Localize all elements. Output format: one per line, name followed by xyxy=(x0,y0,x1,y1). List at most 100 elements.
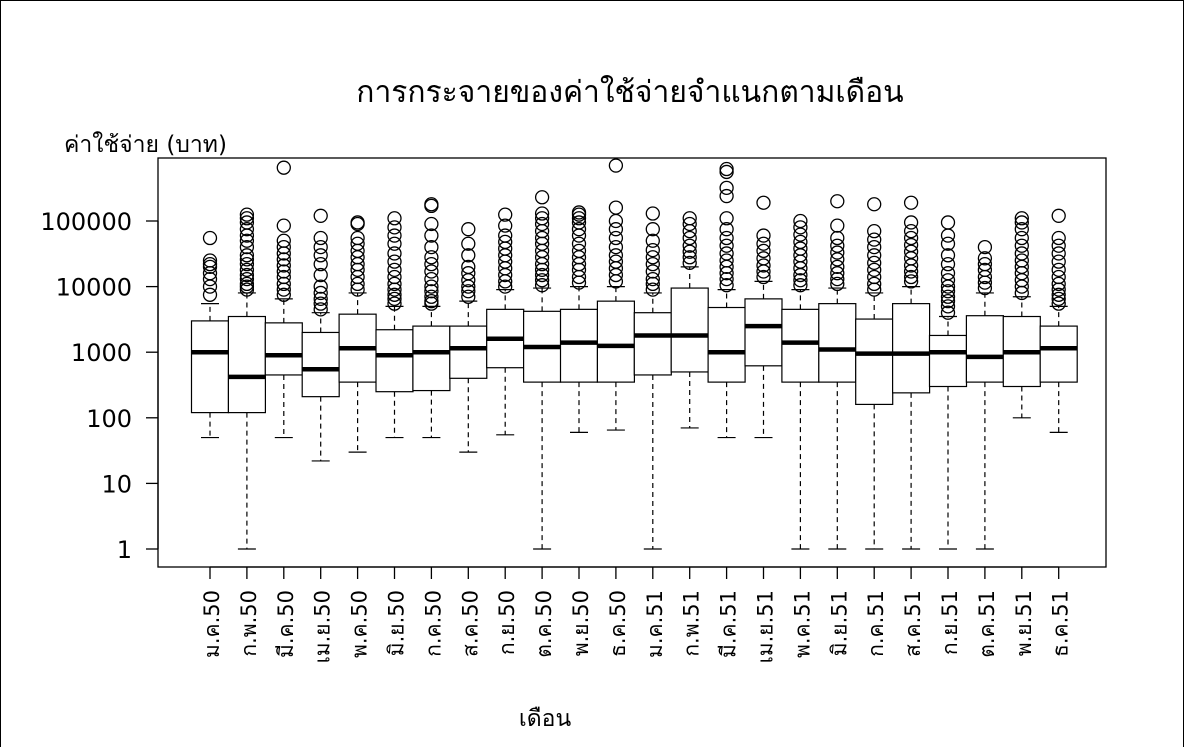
box-iqr xyxy=(190,320,230,414)
outlier-point xyxy=(793,213,808,229)
outlier-point xyxy=(830,271,845,287)
outlier-point xyxy=(571,215,587,230)
outlier-point xyxy=(682,230,697,246)
outlier-point xyxy=(571,243,587,259)
y-axis-label: ค่าใช้จ่าย (บาท) xyxy=(64,131,227,158)
x-tick-label: ก.พ.50 xyxy=(237,590,261,657)
box-พ.ค.51 xyxy=(781,213,820,550)
outlier-point xyxy=(387,296,402,311)
outlier-point xyxy=(719,164,734,180)
outlier-point xyxy=(719,278,734,293)
box-ก.ค.50 xyxy=(412,197,451,439)
x-tick-label: มิ.ย.51 xyxy=(827,590,851,656)
outlier-point xyxy=(608,158,624,173)
outlier-point xyxy=(571,269,587,285)
outlier-point xyxy=(645,250,660,265)
outlier-point xyxy=(424,289,439,304)
outlier-point xyxy=(424,279,439,294)
box-iqr xyxy=(301,331,340,398)
outlier-point xyxy=(387,287,402,302)
outlier-point xyxy=(350,236,365,251)
outlier-point xyxy=(313,208,328,223)
outlier-point xyxy=(756,228,771,243)
outlier-point xyxy=(424,228,439,243)
outlier-point xyxy=(830,259,845,275)
y-axis: 1 10 100 1000 10000 100000 xyxy=(40,208,159,564)
outlier-point xyxy=(202,271,218,287)
outlier-point xyxy=(756,243,771,259)
x-tick-label: เม.ย.50 xyxy=(311,590,335,663)
outlier-point xyxy=(239,282,255,297)
outlier-point xyxy=(608,254,624,269)
outlier-point xyxy=(461,289,476,304)
outlier-point xyxy=(239,262,255,278)
box-iqr xyxy=(707,306,746,383)
outlier-point xyxy=(608,213,624,229)
outlier-point xyxy=(1051,276,1066,292)
outlier-point xyxy=(903,237,919,253)
box-iqr xyxy=(781,308,820,383)
outlier-point xyxy=(1014,246,1029,261)
outlier-point xyxy=(1051,246,1066,261)
outlier-point xyxy=(793,241,808,256)
outlier-point xyxy=(830,245,845,260)
outlier-point xyxy=(534,190,550,205)
box-iqr xyxy=(965,315,1005,383)
x-tick-label: ก.ย.51 xyxy=(938,590,962,655)
outlier-point xyxy=(682,211,697,226)
outlier-point xyxy=(867,276,882,292)
outlier-point xyxy=(350,230,365,246)
outlier-point xyxy=(719,238,734,253)
outlier-point xyxy=(719,161,734,177)
box-iqr xyxy=(375,329,414,393)
y-tick-label: 100 xyxy=(86,405,132,433)
outlier-point xyxy=(461,284,476,299)
outlier-point xyxy=(387,262,402,278)
box-iqr xyxy=(412,325,451,392)
outlier-point xyxy=(645,222,660,237)
box-พ.ย.51 xyxy=(1002,211,1041,419)
outlier-point xyxy=(239,233,255,248)
outlier-point xyxy=(867,269,882,285)
outlier-point xyxy=(867,282,882,297)
outlier-point xyxy=(793,278,808,293)
x-tick-label: พ.ย.51 xyxy=(1012,590,1036,656)
outlier-point xyxy=(239,215,255,230)
outlier-point xyxy=(1051,287,1066,302)
outlier-point xyxy=(830,252,845,267)
x-tick-label: มิ.ย.50 xyxy=(385,590,409,656)
outlier-point xyxy=(1014,230,1029,246)
outlier-point xyxy=(793,220,808,235)
outlier-point xyxy=(498,279,513,294)
outlier-point xyxy=(719,188,734,204)
outlier-point xyxy=(534,236,550,251)
outlier-point xyxy=(645,206,660,221)
outlier-point xyxy=(424,256,439,272)
outlier-point xyxy=(756,258,771,273)
outlier-point xyxy=(903,195,919,210)
outlier-point xyxy=(756,251,771,266)
outlier-point xyxy=(977,280,993,296)
outlier-point xyxy=(350,215,365,230)
outlier-point xyxy=(608,230,624,246)
outlier-point xyxy=(350,276,365,292)
box-มี.ค.51 xyxy=(707,161,746,439)
x-tick-label: พ.ย.50 xyxy=(569,590,593,656)
outlier-point xyxy=(202,279,218,294)
outlier-point xyxy=(1014,238,1029,253)
outlier-point xyxy=(571,262,587,278)
x-tick-label: ส.ค.51 xyxy=(901,590,925,657)
outlier-point xyxy=(313,285,328,301)
box-ต.ค.50 xyxy=(522,190,562,550)
box-iqr xyxy=(670,287,709,373)
outlier-point xyxy=(534,278,550,293)
box-iqr xyxy=(596,300,636,383)
box-ต.ค.51 xyxy=(965,239,1005,550)
outlier-point xyxy=(424,239,439,255)
outlier-point xyxy=(571,211,587,226)
outlier-point xyxy=(830,218,845,233)
outlier-point xyxy=(534,211,550,226)
outlier-point xyxy=(534,230,550,246)
outlier-point xyxy=(830,276,845,292)
